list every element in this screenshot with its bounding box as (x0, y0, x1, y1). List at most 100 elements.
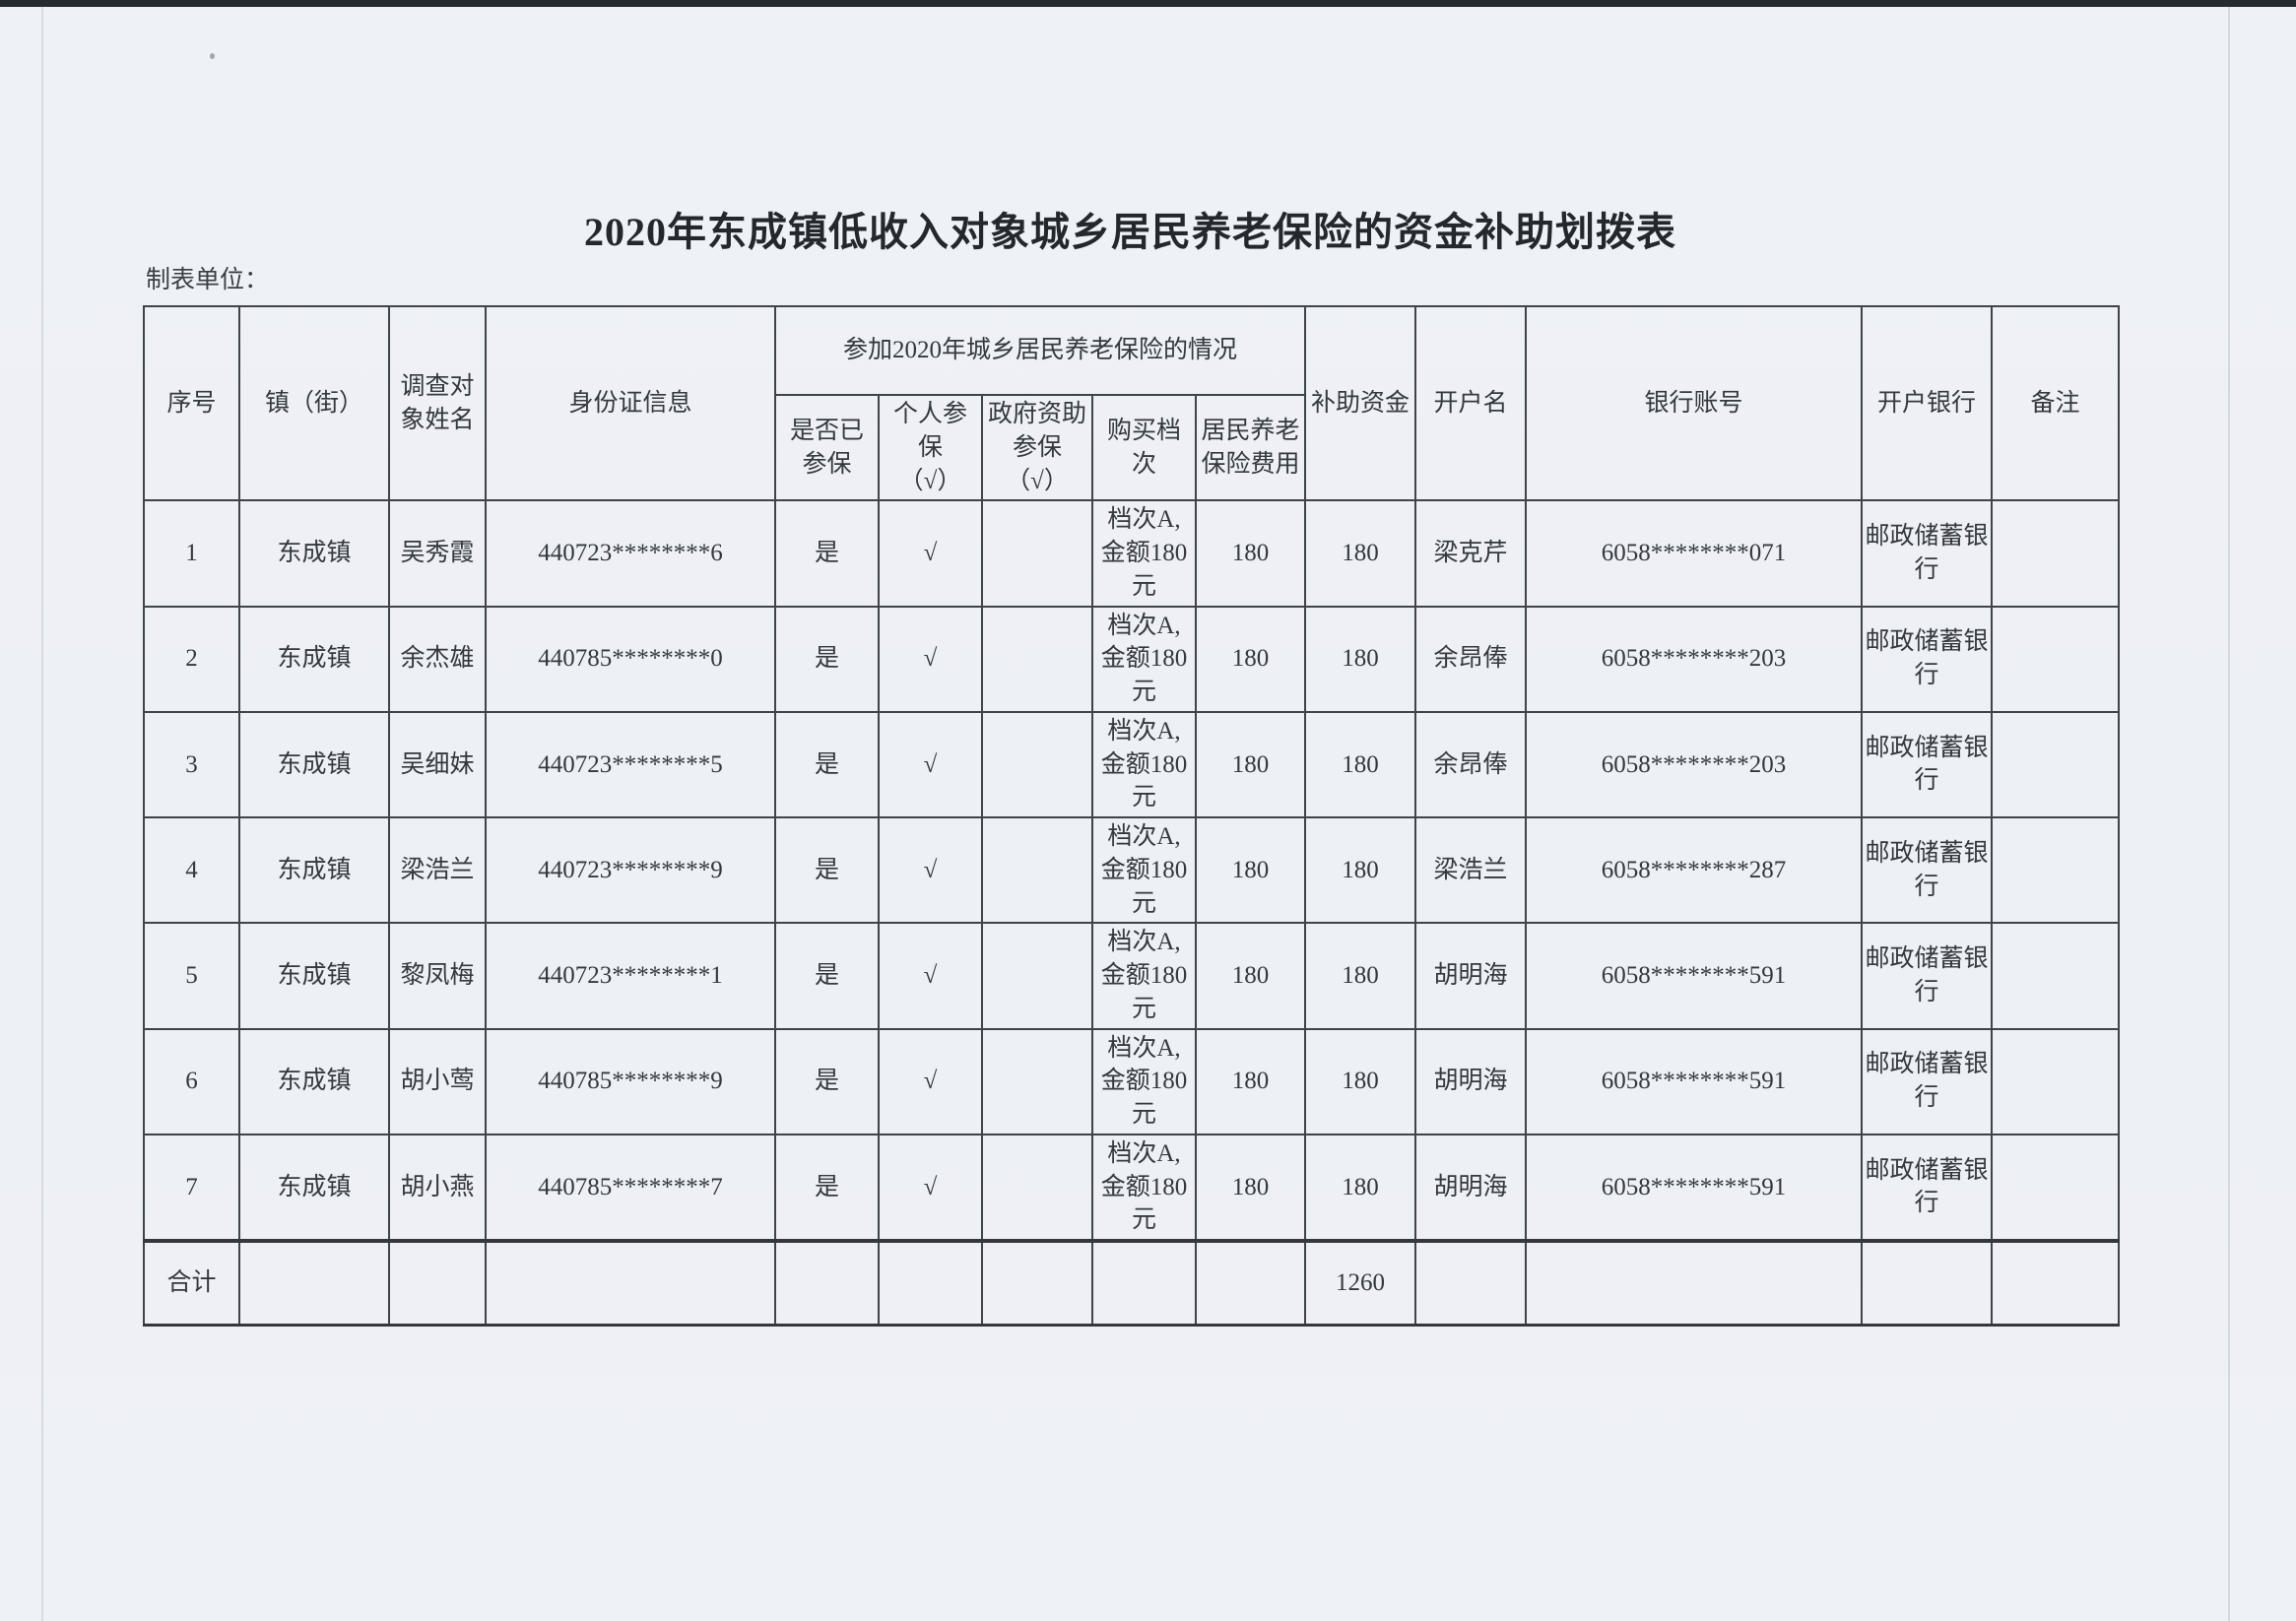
cell-gov-check (981, 922, 1093, 1030)
subsidy-allocation-table: 序号 镇（街） 调查对象姓名 身份证信息 参加2020年城乡居民养老保险的情况 … (143, 304, 2120, 1327)
cell-resident-fee: 180 (1195, 1027, 1306, 1135)
total-empty-tier (1091, 1239, 1197, 1327)
cell-gov-check (981, 499, 1093, 608)
col-header-is-enrolled: 是否已参保 (774, 393, 880, 502)
cell-purchase-tier: 档次A, 金额180元 (1091, 605, 1197, 713)
cell-purchase-tier: 档次A, 金额180元 (1091, 1027, 1197, 1135)
col-header-remarks: 备注 (1991, 304, 2120, 502)
cell-is-enrolled: 是 (774, 605, 880, 713)
cell-remarks (1991, 605, 2120, 713)
cell-resident-fee: 180 (1195, 710, 1306, 819)
cell-is-enrolled: 是 (774, 1133, 880, 1243)
cell-purchase-tier: 档次A, 金额180元 (1091, 710, 1197, 819)
scan-speck (210, 53, 215, 59)
cell-gov-check (981, 1027, 1093, 1135)
cell-bank-account: 6058********203 (1525, 710, 1863, 819)
page-title: 2020年东成镇低收入对象城乡居民养老保险的资金补助划拨表 (584, 210, 1676, 254)
cell-seq: 4 (143, 815, 240, 925)
table-row: 1 东成镇 吴秀霞 440723********6 是 √ 档次A, 金额180… (143, 499, 2120, 608)
cell-resident-fee: 180 (1195, 815, 1306, 925)
cell-id-info: 440785********9 (485, 1027, 776, 1135)
col-header-participation-group: 参加2020年城乡居民养老保险的情况 (774, 305, 1306, 396)
cell-bank: 邮政储蓄银行 (1861, 1027, 1993, 1135)
col-header-town: 镇（街） (238, 304, 390, 502)
cell-account-name: 梁克芹 (1414, 499, 1527, 608)
table-row: 5 东成镇 黎凤梅 440723********1 是 √ 档次A, 金额180… (143, 922, 2120, 1030)
cell-remarks (1991, 1027, 2120, 1135)
total-empty-town (238, 1239, 390, 1327)
cell-is-enrolled: 是 (774, 499, 880, 608)
scan-fold-line-right (2228, 7, 2230, 1621)
cell-bank: 邮政储蓄银行 (1861, 499, 1993, 608)
total-empty-remarks (1991, 1239, 2120, 1327)
cell-subsidy: 180 (1304, 815, 1416, 925)
cell-id-info: 440723********5 (485, 710, 776, 819)
cell-account-name: 胡明海 (1414, 1027, 1527, 1135)
cell-subject-name: 吴秀霞 (388, 499, 487, 608)
table-row: 7 东成镇 胡小燕 440785********7 是 √ 档次A, 金额180… (143, 1133, 2120, 1243)
cell-personal-check: √ (878, 499, 983, 608)
cell-bank-account: 6058********591 (1525, 922, 1863, 1030)
table-row: 4 东成镇 梁浩兰 440723********9 是 √ 档次A, 金额180… (143, 815, 2120, 925)
col-header-bank-account: 银行账号 (1525, 304, 1863, 502)
total-label-cell: 合计 (143, 1239, 240, 1327)
cell-subsidy: 180 (1304, 1133, 1416, 1243)
cell-account-name: 余昂俸 (1414, 605, 1527, 713)
cell-purchase-tier: 档次A, 金额180元 (1091, 1133, 1197, 1243)
header-row-group: 序号 镇（街） 调查对象姓名 身份证信息 参加2020年城乡居民养老保险的情况 … (143, 304, 2120, 502)
total-empty-bank (1861, 1239, 1993, 1327)
cell-bank-account: 6058********591 (1525, 1133, 1863, 1243)
cell-seq: 1 (143, 499, 240, 608)
cell-purchase-tier: 档次A, 金额180元 (1091, 922, 1197, 1030)
cell-id-info: 440785********7 (485, 1133, 776, 1243)
cell-remarks (1991, 1133, 2120, 1243)
cell-seq: 6 (143, 1027, 240, 1135)
cell-town: 东成镇 (238, 605, 390, 713)
cell-bank: 邮政储蓄银行 (1861, 815, 1993, 925)
cell-bank-account: 6058********591 (1525, 1027, 1863, 1135)
cell-bank: 邮政储蓄银行 (1861, 1133, 1993, 1243)
total-empty-account-name (1414, 1239, 1527, 1327)
cell-is-enrolled: 是 (774, 922, 880, 1030)
cell-bank-account: 6058********287 (1525, 815, 1863, 925)
cell-bank-account: 6058********071 (1525, 499, 1863, 608)
cell-is-enrolled: 是 (774, 1027, 880, 1135)
cell-subject-name: 胡小莺 (388, 1027, 487, 1135)
cell-gov-check (981, 710, 1093, 819)
cell-personal-check: √ (878, 605, 983, 713)
cell-subject-name: 胡小燕 (388, 1133, 487, 1243)
cell-resident-fee: 180 (1195, 605, 1306, 713)
cell-personal-check: √ (878, 1133, 983, 1243)
total-empty-id (485, 1239, 776, 1327)
cell-town: 东成镇 (238, 1133, 390, 1243)
total-row: 合计 1260 (143, 1239, 2120, 1327)
cell-personal-check: √ (878, 922, 983, 1030)
total-empty-name (388, 1239, 487, 1327)
cell-account-name: 胡明海 (1414, 1133, 1527, 1243)
total-empty-bank-account (1525, 1239, 1863, 1327)
cell-personal-check: √ (878, 710, 983, 819)
table-row: 3 东成镇 吴细妹 440723********5 是 √ 档次A, 金额180… (143, 710, 2120, 819)
cell-is-enrolled: 是 (774, 815, 880, 925)
cell-account-name: 余昂俸 (1414, 710, 1527, 819)
cell-remarks (1991, 815, 2120, 925)
cell-purchase-tier: 档次A, 金额180元 (1091, 815, 1197, 925)
cell-town: 东成镇 (238, 815, 390, 925)
cell-town: 东成镇 (238, 499, 390, 608)
cell-id-info: 440723********9 (485, 815, 776, 925)
scan-fold-line-left (41, 7, 43, 1621)
cell-bank: 邮政储蓄银行 (1861, 922, 1993, 1030)
cell-seq: 2 (143, 605, 240, 713)
cell-seq: 7 (143, 1133, 240, 1243)
col-header-subject-name: 调查对象姓名 (388, 304, 487, 502)
prepared-by-label: 制表单位： (146, 267, 270, 293)
cell-is-enrolled: 是 (774, 710, 880, 819)
header-row-sub: 是否已参保 个人参保 （√） 政府资助参保 （√） 购买档次 居民养老保险费用 (144, 393, 2119, 502)
total-empty-fee (1195, 1239, 1306, 1327)
total-empty-personal (878, 1239, 983, 1327)
cell-id-info: 440723********1 (485, 922, 776, 1030)
cell-gov-check (981, 1133, 1093, 1243)
cell-bank: 邮政储蓄银行 (1861, 710, 1993, 819)
table-footer: 合计 1260 (143, 1239, 2120, 1327)
cell-account-name: 梁浩兰 (1414, 815, 1527, 925)
